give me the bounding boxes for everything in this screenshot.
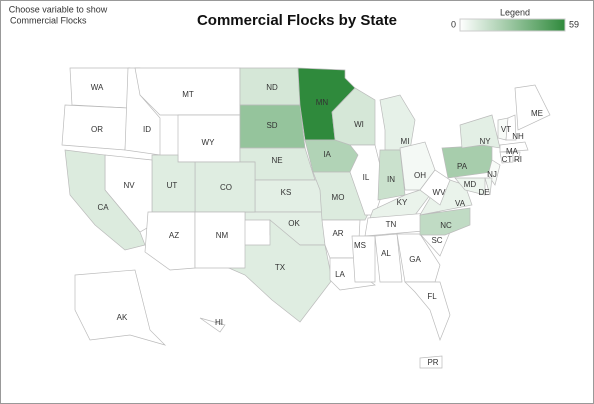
state-label: NH: [512, 132, 524, 141]
state: [351, 235, 376, 283]
state: [374, 233, 403, 283]
state-label: MN: [316, 98, 329, 107]
state: [349, 144, 386, 216]
state-label: DE: [478, 188, 489, 197]
state: [64, 149, 146, 251]
state-label: VA: [455, 199, 466, 208]
state-label: NV: [123, 181, 135, 190]
state-label: UT: [167, 181, 178, 190]
state-label: HI: [215, 318, 223, 327]
state: [484, 177, 493, 196]
state-label: MS: [354, 241, 366, 250]
control-value[interactable]: Commercial Flocks: [10, 15, 87, 25]
state: [499, 141, 529, 153]
state-label: MA: [506, 147, 519, 156]
state: [404, 281, 451, 342]
legend-title: Legend: [500, 7, 530, 17]
state-label: TN: [386, 220, 397, 229]
state: [396, 233, 441, 283]
state-label: NE: [271, 156, 282, 165]
state-label: VT: [501, 125, 511, 134]
state-label: OR: [91, 125, 103, 134]
state-label: PR: [427, 358, 438, 367]
state-label: OK: [288, 219, 300, 228]
state: [499, 151, 514, 164]
state-label: KS: [281, 188, 292, 197]
state-label: NC: [440, 221, 452, 230]
state-label: NM: [216, 231, 229, 240]
state-label: GA: [409, 255, 421, 264]
state-label: CA: [97, 203, 109, 212]
state-label: ME: [531, 109, 543, 118]
state-label: IN: [387, 175, 395, 184]
state: [144, 211, 196, 271]
state-label: MT: [182, 90, 194, 99]
legend-min: 0: [451, 19, 456, 29]
state-label: AR: [332, 229, 343, 238]
state-label: AZ: [169, 231, 179, 240]
state-label: SC: [431, 236, 442, 245]
state-label: NJ: [487, 170, 497, 179]
state-label: RI: [514, 155, 522, 164]
state-label: CT: [502, 155, 513, 164]
state-label: AL: [381, 249, 391, 258]
state: [199, 317, 226, 333]
state-label: FL: [427, 292, 437, 301]
state-label: MD: [464, 180, 477, 189]
state-label: KY: [397, 198, 408, 207]
state-label: CO: [220, 183, 232, 192]
state-label: PA: [457, 162, 468, 171]
control-label[interactable]: Choose variable to show: [9, 4, 108, 14]
state-label: WY: [202, 138, 216, 147]
state: [512, 151, 521, 162]
state-label: SD: [266, 121, 277, 130]
state: [419, 207, 471, 236]
map: WA OR ID MT WY ND SD NE KS OK TX CO UT NV CA AZ NM MN IA MO…: [61, 67, 551, 369]
state: [194, 211, 246, 269]
state-label: WA: [91, 83, 104, 92]
state: [454, 177, 486, 196]
state-label: WI: [354, 120, 364, 129]
state: [514, 84, 551, 131]
title: Commercial Flocks by State: [197, 12, 397, 29]
state: [419, 169, 451, 206]
state-label: OH: [414, 171, 426, 180]
state-label: LA: [335, 270, 345, 279]
state-label: NY: [479, 137, 491, 146]
state: [74, 269, 167, 346]
state-label: IA: [323, 150, 331, 159]
state-label: TX: [275, 263, 286, 272]
state-label: WV: [433, 188, 447, 197]
state-label: MI: [401, 137, 410, 146]
legend-max: 59: [569, 19, 579, 29]
state-label: MO: [332, 193, 345, 202]
state-label: ND: [266, 83, 278, 92]
state-label: AK: [117, 313, 128, 322]
legend-bar: [459, 18, 566, 32]
state-label: IL: [363, 173, 370, 182]
state: [419, 355, 443, 369]
state-label: ID: [143, 125, 151, 134]
state: [505, 114, 517, 141]
state: [459, 114, 501, 149]
